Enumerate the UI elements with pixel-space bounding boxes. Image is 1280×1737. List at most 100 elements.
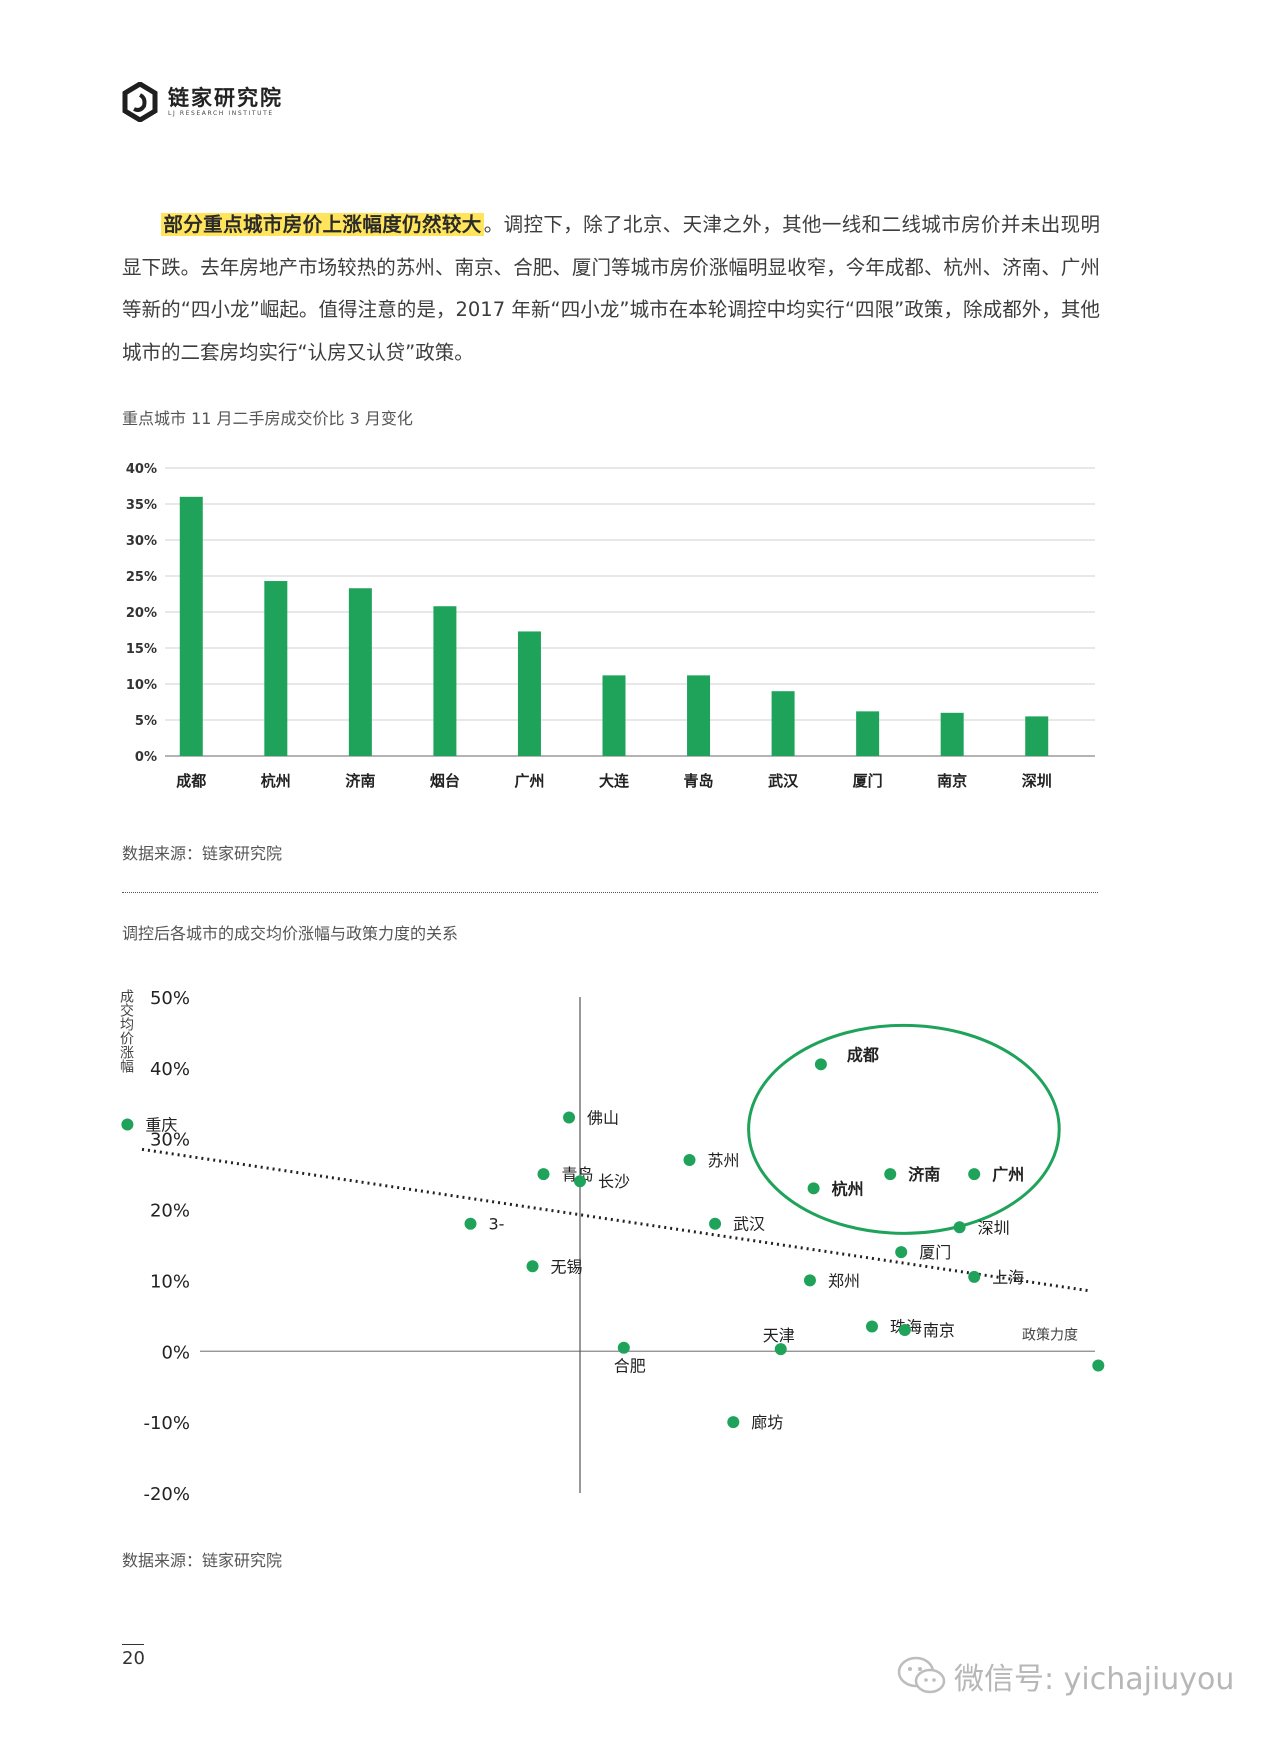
highlight-ellipse <box>747 1023 1061 1235</box>
scatter-point <box>617 1341 630 1354</box>
bar-y-tick-label: 25% <box>126 570 157 585</box>
scatter-point <box>574 1175 586 1188</box>
scatter-y-tick-label: 50% <box>150 988 190 1009</box>
bar <box>687 675 711 756</box>
scatter-point <box>814 1058 827 1071</box>
scatter-point <box>774 1343 787 1356</box>
scatter-point-label: 武汉 <box>733 1215 765 1234</box>
bar-y-tick-label: 30% <box>126 534 157 549</box>
bar-category-label: 广州 <box>514 772 544 790</box>
scatter-point-label: 上海 <box>992 1268 1024 1287</box>
scatter-point <box>537 1168 550 1181</box>
bar <box>602 675 626 756</box>
scatter-point <box>968 1168 981 1181</box>
section-divider <box>122 892 1098 893</box>
bar <box>940 712 964 756</box>
scatter-y-tick-label: 30% <box>150 1130 190 1151</box>
scatter-point-label: 苏州 <box>708 1151 740 1170</box>
scatter-point <box>953 1221 966 1234</box>
scatter-point-label: 杭州 <box>832 1179 864 1198</box>
scatter-y-tick-label: 10% <box>150 1271 190 1292</box>
bar-category-label: 深圳 <box>1022 772 1052 790</box>
brand-logo-icon <box>122 82 158 122</box>
scatter-y-axis-label: 成交均价涨幅 <box>118 989 134 1073</box>
bar-y-tick-label: 40% <box>126 462 157 477</box>
scatter-y-tick-label: 40% <box>150 1059 190 1080</box>
bar <box>433 606 457 756</box>
scatter-point <box>683 1153 696 1166</box>
bar <box>517 631 541 756</box>
scatter-point-label: 济南 <box>908 1165 940 1184</box>
scatter-point <box>1092 1359 1105 1372</box>
bar-chart: 0% 5% 10% 15% 20% 25% 30% 35% 40% 成都 杭州 济南 烟台 广州 大连 青岛 武… <box>126 462 1095 790</box>
scatter-point <box>803 1274 816 1287</box>
bar-category-label: 成都 <box>176 772 206 790</box>
brand-logo: 链家研究院 LJ RESEARCH INSTITUTE <box>120 82 283 122</box>
scatter-point-label: 广州 <box>992 1165 1024 1184</box>
bar-category-label: 武汉 <box>768 772 799 790</box>
bar-y-tick-label: 5% <box>135 714 157 729</box>
scatter-point <box>866 1320 878 1333</box>
page-number-rule <box>122 1644 144 1645</box>
scatter-point <box>895 1246 908 1259</box>
scatter-x-axis-label: 政策力度 <box>1022 1326 1078 1343</box>
bar-y-tick-label: 10% <box>126 678 157 693</box>
scatter-y-tick-label: 0% <box>161 1342 190 1363</box>
scatter-chart-title: 调控后各城市的成交均价涨幅与政策力度的关系 <box>122 924 459 943</box>
scatter-point-label: 3- <box>489 1215 505 1234</box>
bar <box>348 588 372 756</box>
scatter-point <box>727 1416 740 1429</box>
bar-category-label: 厦门 <box>853 772 883 790</box>
bar-category-label: 济南 <box>345 772 375 790</box>
bar <box>179 496 203 756</box>
bar-category-label: 烟台 <box>430 772 460 790</box>
bar-chart-title: 重点城市 11 月二手房成交价比 3 月变化 <box>122 409 413 428</box>
scatter-point <box>563 1111 576 1124</box>
scatter-point <box>968 1270 981 1283</box>
scatter-point-label: 郑州 <box>828 1271 860 1290</box>
bar <box>264 581 288 756</box>
brand-name: 链家研究院 <box>168 86 283 110</box>
bar-y-tick-label: 0% <box>135 750 157 765</box>
scatter-point-label: 深圳 <box>978 1218 1010 1237</box>
highlighted-lead: 部分重点城市房价上涨幅度仍然较大 <box>161 213 484 236</box>
brand-subtitle: LJ RESEARCH INSTITUTE <box>168 110 274 117</box>
bar <box>856 711 880 756</box>
scatter-point-label: 无锡 <box>551 1257 583 1276</box>
bar-category-label: 杭州 <box>261 772 291 790</box>
wechat-icon <box>897 1656 946 1694</box>
watermark-text: 微信号: yichajiuyou <box>954 1662 1235 1697</box>
trend-line <box>141 1147 1092 1293</box>
bar-y-tick-label: 35% <box>126 498 157 513</box>
scatter-point-label: 佛山 <box>587 1108 619 1127</box>
scatter-point <box>121 1118 134 1131</box>
bar-y-tick-label: 15% <box>126 642 157 657</box>
bar-chart-source: 数据来源：链家研究院 <box>122 844 283 863</box>
paragraph-body: 。调控下，除了北京、天津之外，其他一线和二线城市房价并未出现明显下跌。去年房地产… <box>122 213 1100 364</box>
bar <box>1025 716 1049 756</box>
bar <box>771 691 795 756</box>
scatter-y-tick-label: 20% <box>150 1201 190 1222</box>
scatter-point-label: 长沙 <box>598 1172 630 1191</box>
scatter-point-label: 合肥 <box>614 1357 646 1376</box>
scatter-point-label: 南京 <box>923 1321 955 1340</box>
scatter-y-tick-label: -10% <box>143 1413 190 1434</box>
scatter-point-label: 重庆 <box>145 1116 177 1135</box>
scatter-point-label: 厦门 <box>919 1243 951 1262</box>
scatter-point-label: 成都 <box>847 1045 879 1064</box>
wechat-watermark: 微信号: yichajiuyou <box>896 1654 1234 1698</box>
scatter-point <box>807 1182 820 1195</box>
bar-category-label: 大连 <box>599 772 630 790</box>
scatter-point <box>526 1260 539 1273</box>
scatter-point <box>709 1217 722 1230</box>
scatter-point-label: 天津 <box>763 1326 795 1345</box>
scatter-chart-source: 数据来源：链家研究院 <box>122 1551 283 1570</box>
scatter-point <box>884 1168 897 1181</box>
scatter-point <box>898 1324 911 1337</box>
scatter-point <box>464 1217 477 1230</box>
page-number: 20 <box>122 1648 145 1669</box>
bar-category-label: 青岛 <box>684 772 714 790</box>
scatter-y-tick-label: -20% <box>143 1484 190 1505</box>
article-paragraph: 部分重点城市房价上涨幅度仍然较大 。调控下，除了北京、天津之外，其他一线和二线城市… <box>122 204 1100 374</box>
